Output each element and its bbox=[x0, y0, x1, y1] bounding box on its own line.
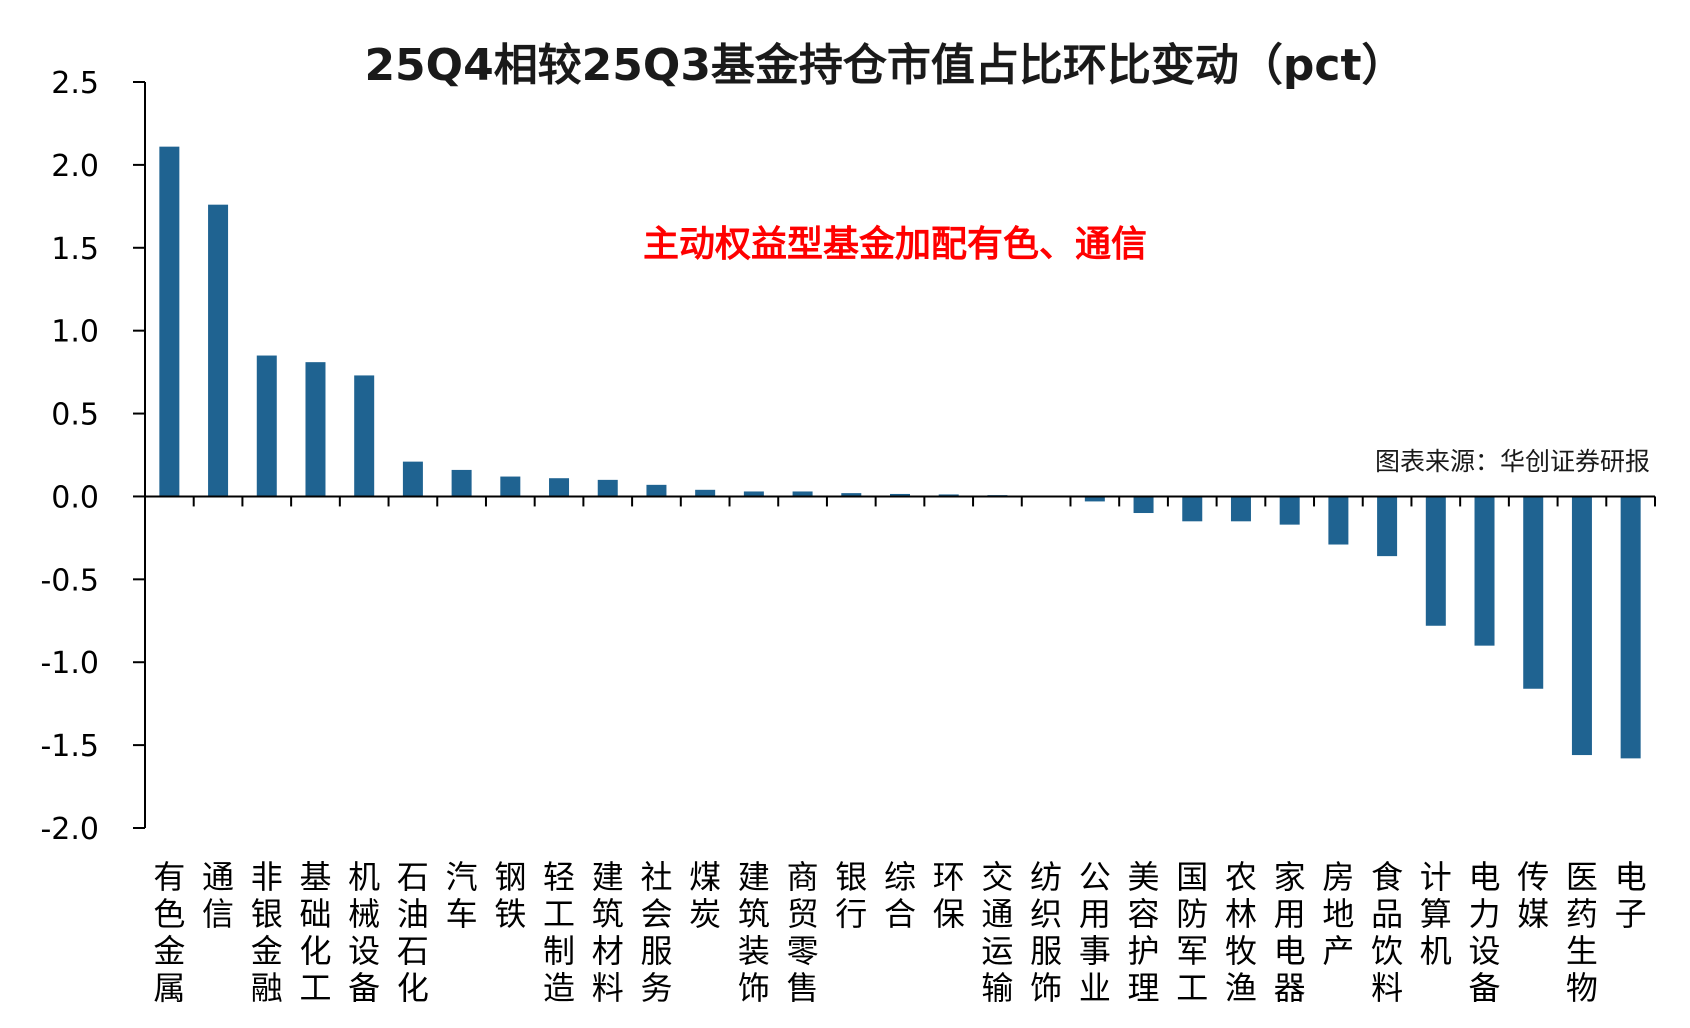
x-tick-label: 公用事业 bbox=[1079, 858, 1111, 1007]
bar bbox=[1474, 496, 1495, 646]
bar bbox=[305, 362, 326, 497]
bar bbox=[1279, 496, 1300, 525]
bar bbox=[1084, 496, 1105, 502]
x-tick-label: 计算机 bbox=[1420, 858, 1452, 970]
x-tick-label: 电力设备 bbox=[1469, 858, 1501, 1007]
y-tick-label: 2.0 bbox=[51, 149, 99, 184]
bar bbox=[743, 491, 764, 497]
x-axis: 有色金属通信非银金融基础化工机械设备石油石化汽车钢铁轻工制造建筑材料社会服务煤炭… bbox=[145, 495, 1656, 1007]
x-tick-label: 石油石化 bbox=[397, 858, 429, 1007]
x-tick-label: 传媒 bbox=[1517, 858, 1549, 933]
x-tick-label: 钢铁 bbox=[494, 858, 526, 933]
bar bbox=[841, 493, 862, 497]
y-tick-label: -1.0 bbox=[40, 646, 99, 681]
x-tick-label: 环保 bbox=[933, 858, 965, 933]
bar bbox=[695, 489, 716, 497]
bar bbox=[208, 204, 229, 497]
x-tick-label: 轻工制造 bbox=[543, 858, 575, 1007]
x-tick-label: 家用电器 bbox=[1274, 858, 1306, 1007]
bar bbox=[1571, 496, 1592, 756]
bar bbox=[1230, 496, 1251, 522]
x-tick-label: 综合 bbox=[884, 858, 916, 933]
x-tick-label: 医药生物 bbox=[1566, 858, 1598, 1007]
bar bbox=[402, 461, 423, 497]
x-tick-label: 汽车 bbox=[446, 858, 478, 933]
y-tick-label: 0.5 bbox=[51, 398, 99, 433]
x-tick-label: 美容护理 bbox=[1128, 858, 1160, 1007]
x-tick-label: 非银金融 bbox=[251, 858, 283, 1007]
x-tick-label: 有色金属 bbox=[153, 858, 185, 1007]
x-tick-label: 基础化工 bbox=[299, 858, 331, 1007]
x-tick-label: 食品饮料 bbox=[1371, 858, 1403, 1007]
y-tick-label: 1.0 bbox=[51, 315, 99, 350]
bar bbox=[159, 146, 180, 497]
x-tick-label: 商贸零售 bbox=[787, 858, 819, 1007]
x-tick-label: 房地产 bbox=[1322, 858, 1354, 970]
y-tick-label: -1.5 bbox=[40, 729, 99, 764]
bar bbox=[646, 484, 667, 497]
bar bbox=[1523, 496, 1544, 689]
x-tick-label: 建筑材料 bbox=[592, 858, 624, 1007]
chart-annotation: 主动权益型基金加配有色、通信 bbox=[643, 223, 1147, 265]
y-tick-label: 1.5 bbox=[51, 232, 99, 267]
x-tick-label: 机械设备 bbox=[348, 858, 380, 1007]
x-tick-label: 纺织服饰 bbox=[1030, 858, 1062, 1007]
bar bbox=[890, 493, 910, 497]
y-tick-label: -2.0 bbox=[40, 812, 99, 847]
bars bbox=[159, 146, 1641, 759]
bar bbox=[500, 476, 521, 497]
chart-source: 图表来源：华创证券研报 bbox=[1375, 447, 1650, 476]
bar bbox=[792, 491, 813, 497]
bar bbox=[597, 479, 618, 497]
bar bbox=[354, 375, 375, 497]
bar bbox=[1377, 496, 1398, 557]
x-tick-label: 电子 bbox=[1615, 858, 1647, 933]
x-tick-label: 农林牧渔 bbox=[1225, 858, 1257, 1007]
x-tick-label: 银行 bbox=[835, 858, 867, 933]
bar bbox=[1425, 496, 1446, 626]
x-tick-label: 国防军工 bbox=[1176, 858, 1208, 1007]
y-tick-label: -0.5 bbox=[40, 563, 99, 598]
bar bbox=[549, 478, 570, 497]
bar bbox=[451, 469, 472, 497]
bar bbox=[1620, 496, 1641, 759]
y-tick-label: 2.5 bbox=[51, 66, 99, 101]
x-tick-label: 煤炭 bbox=[689, 858, 721, 933]
y-axis: 2.5 2.0 1.5 1.0 0.5 0.0 -0.5 -1.0 -1.5 -2.0 bbox=[40, 66, 146, 847]
x-tick-label: 社会服务 bbox=[640, 858, 672, 1007]
x-tick-label: 通信 bbox=[202, 858, 234, 933]
bar bbox=[256, 355, 277, 497]
bar bbox=[1328, 496, 1349, 545]
bar bbox=[1182, 496, 1203, 522]
y-tick-label: 0.0 bbox=[51, 480, 99, 515]
x-tick-label: 交通运输 bbox=[981, 858, 1013, 1007]
x-tick-label: 建筑装饰 bbox=[738, 858, 770, 1007]
bar bbox=[1133, 496, 1154, 514]
chart-title: 25Q4相较25Q3基金持仓市值占比环比变动（pct） bbox=[364, 40, 1405, 91]
